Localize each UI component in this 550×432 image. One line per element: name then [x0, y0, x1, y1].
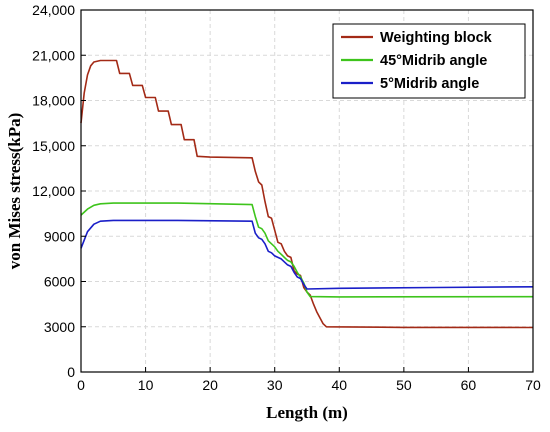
x-tick-label: 20 — [202, 377, 218, 393]
x-tick-label: 50 — [396, 377, 412, 393]
x-tick-label: 0 — [77, 377, 85, 393]
y-tick-label: 0 — [67, 364, 75, 380]
grid — [81, 10, 533, 372]
legend-label: 5°Midrib angle — [380, 76, 479, 92]
x-tick-label: 30 — [267, 377, 283, 393]
x-axis-title: Length (m) — [266, 403, 348, 422]
y-tick-label: 18,000 — [32, 93, 75, 109]
y-tick-label: 15,000 — [32, 138, 75, 154]
y-tick-label: 6000 — [44, 274, 75, 290]
y-axis-ticks: 0 3000 6000 9000 12,000 15,000 18,000 21,000 24,… — [32, 2, 86, 380]
legend-label: 45°Midrib angle — [380, 53, 487, 69]
x-tick-label: 10 — [138, 377, 154, 393]
x-axis-ticks: 0 10 20 30 40 50 60 70 — [77, 367, 541, 393]
y-tick-label: 3000 — [44, 319, 75, 335]
y-tick-label: 12,000 — [32, 183, 75, 199]
legend: Weighting block 45°Midrib angle 5°Midrib a… — [332, 23, 526, 99]
y-tick-label: 9000 — [44, 228, 75, 244]
y-tick-label: 24,000 — [32, 2, 75, 18]
series-line-3 — [80, 219, 534, 290]
legend-label: Weighting block — [380, 30, 493, 46]
x-tick-label: 70 — [525, 377, 541, 393]
series-line-2 — [80, 202, 534, 298]
x-tick-label: 60 — [461, 377, 477, 393]
y-tick-label: 21,000 — [32, 47, 75, 63]
series-lines — [80, 59, 534, 329]
x-tick-label: 40 — [331, 377, 347, 393]
legend-items: Weighting block 45°Midrib angle 5°Midrib a… — [341, 30, 493, 92]
y-axis-title: von Mises stress(kPa) — [5, 113, 24, 269]
